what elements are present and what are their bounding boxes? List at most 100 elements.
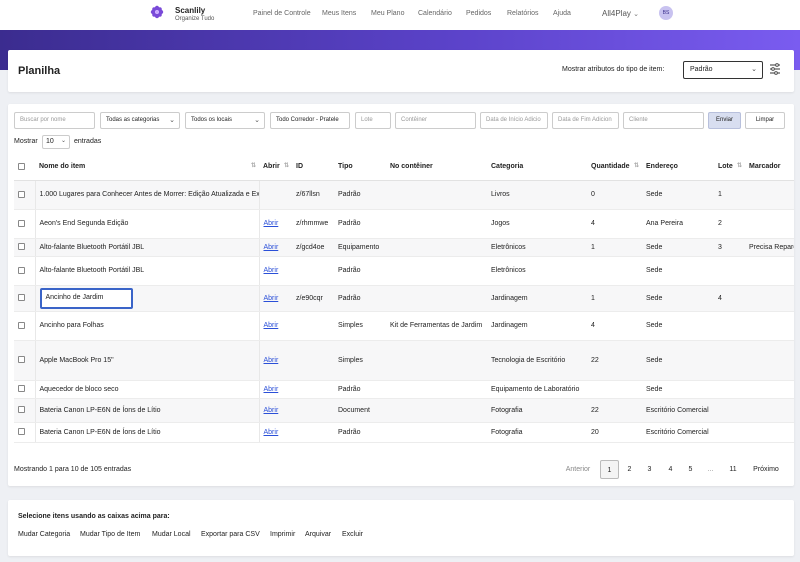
item-name-cell[interactable]: Alto-falante Bluetooth Portátil JBL [34, 238, 259, 257]
category-cell: Eletrônicos [487, 256, 587, 286]
open-item-link[interactable]: Abrir [263, 356, 279, 364]
brand-name[interactable]: Scanlily [175, 6, 206, 15]
open-item-link[interactable]: Abrir [263, 385, 279, 393]
row-checkbox[interactable] [18, 406, 25, 414]
location-select[interactable]: Todos os locais ⌄ [185, 112, 265, 129]
open-item-link[interactable]: Abrir [263, 322, 279, 329]
filter-settings-icon[interactable] [768, 61, 782, 77]
export-csv-action[interactable]: Exportar para CSV [201, 531, 260, 538]
item-name-cell[interactable]: Ancinho para Folhas [34, 311, 259, 341]
category-select[interactable]: Todas as categorias ⌄ [100, 112, 180, 129]
table-row: Ancinho para Folhas Abrir Simples Kit de Fe… [14, 311, 794, 341]
nav-dashboard[interactable]: Painel de Controle [253, 10, 311, 17]
clear-button[interactable]: Limpar [745, 112, 785, 129]
send-button[interactable]: Enviar [708, 112, 741, 129]
nav-my-plan[interactable]: Meu Plano [371, 10, 405, 17]
spreadsheet-card: Buscar por nome Todas as categorias ⌄ To… [8, 104, 794, 486]
row-checkbox[interactable] [18, 385, 25, 393]
col-header-id[interactable]: ID [292, 154, 334, 181]
row-checkbox[interactable] [18, 356, 25, 364]
lot-input[interactable]: Lote [355, 112, 391, 129]
change-location-action[interactable]: Mudar Local [152, 531, 191, 538]
container-input[interactable]: Contêiner [395, 112, 476, 129]
container-cell [386, 238, 487, 257]
col-header-lot[interactable]: Lote ⇅ [714, 154, 745, 181]
type-cell: Simples [334, 340, 386, 381]
container-cell [386, 398, 487, 423]
flower-logo-icon[interactable] [150, 5, 164, 19]
archive-action[interactable]: Arquivar [305, 531, 332, 538]
select-all-checkbox[interactable] [18, 163, 25, 171]
nav-calendar[interactable]: Calendário [418, 10, 452, 17]
nav-my-items[interactable]: Meus Itens [322, 10, 357, 17]
pagination-previous[interactable]: Anterior [565, 466, 591, 473]
lot-cell [714, 340, 745, 381]
col-header-address[interactable]: Endereço [642, 154, 714, 181]
col-header-quantity[interactable]: Quantidade ⇅ [587, 154, 642, 181]
start-date-input[interactable]: Data de Início Adicio [480, 112, 548, 129]
delete-action[interactable]: Excluir [342, 531, 364, 538]
corridor-select[interactable]: Todo Corredor - Pratele [270, 112, 350, 129]
item-name-cell[interactable]: Apple MacBook Pro 15" [34, 340, 259, 381]
open-item-link[interactable]: Abrir [263, 220, 279, 227]
pagination-page-3[interactable]: 3 [647, 466, 652, 473]
spreadsheet-header-card: Planilha Mostrar atributos do tipo de it… [8, 50, 794, 92]
row-checkbox[interactable] [18, 321, 25, 329]
item-name-edit-field[interactable]: Ancinho de Jardim [39, 287, 133, 309]
client-input[interactable]: Cliente [623, 112, 704, 129]
open-item-link[interactable]: Abrir [263, 243, 279, 251]
row-checkbox[interactable] [18, 266, 25, 274]
end-date-input[interactable]: Data de Fim Adicion [552, 112, 619, 129]
select-all-cell [14, 154, 35, 181]
col-header-marker[interactable]: Marcador [745, 154, 794, 181]
account-menu[interactable]: All4Play ⌄ [602, 9, 639, 18]
item-type-value: Padrão [690, 66, 713, 73]
item-name-cell[interactable]: Bateria Canon LP-E6N de Íons de Lítio [34, 398, 259, 423]
quantity-cell: 4 [587, 209, 642, 239]
open-cell: Abrir [258, 380, 292, 399]
open-item-link[interactable]: Abrir [263, 428, 279, 436]
pagination-page-2[interactable]: 2 [627, 466, 632, 473]
print-action[interactable]: Imprimir [270, 531, 296, 538]
col-header-open[interactable]: Abrir ⇅ [259, 154, 292, 181]
row-checkbox[interactable] [18, 219, 25, 227]
open-item-link[interactable]: Abrir [263, 294, 279, 302]
row-checkbox[interactable] [18, 428, 25, 436]
id-cell: z/67llsn [292, 180, 334, 210]
corridor-value: Todo Corredor - Pratele [276, 117, 339, 123]
pagination-page-4[interactable]: 4 [668, 466, 673, 473]
col-header-name[interactable]: Nome do item ⇅ [35, 154, 259, 181]
chevron-down-icon: ⌄ [254, 117, 260, 124]
open-item-link[interactable]: Abrir [263, 406, 279, 414]
item-name-cell[interactable]: Bateria Canon LP-E6N de Íons de Lítio [34, 422, 259, 443]
pagination-page-1[interactable]: 1 [600, 460, 619, 479]
nav-help[interactable]: Ajuda [553, 10, 571, 17]
col-header-container[interactable]: No contêiner [386, 154, 487, 181]
row-checkbox[interactable] [18, 190, 25, 198]
item-name-cell[interactable]: Aquecedor de bloco seco [34, 380, 259, 399]
pagination-next[interactable]: Próximo [753, 466, 779, 473]
row-checkbox[interactable] [18, 243, 25, 251]
search-input[interactable]: Buscar por nome [14, 112, 95, 129]
change-category-action[interactable]: Mudar Categoria [18, 531, 71, 538]
item-type-select[interactable]: Padrão ⌄ [683, 61, 763, 79]
change-item-type-action[interactable]: Mudar Tipo de Item [80, 531, 141, 538]
nav-orders[interactable]: Pedidos [466, 10, 492, 17]
item-name-cell[interactable]: Aeon's End Segunda Edição [34, 209, 259, 239]
open-item-link[interactable]: Abrir [263, 267, 279, 274]
pagination-page-5[interactable]: 5 [688, 466, 693, 473]
nav-reports[interactable]: Relatórios [507, 10, 539, 17]
col-header-category[interactable]: Categoria [487, 154, 587, 181]
page-length-select[interactable]: 10 ⌄ [42, 135, 70, 149]
table-row: Alto-falante Bluetooth Portátil JBL Abrir… [14, 238, 794, 257]
item-name-cell[interactable]: Alto-falante Bluetooth Portátil JBL [34, 256, 259, 286]
row-checkbox[interactable] [18, 294, 25, 302]
pagination-page-11[interactable]: 11 [729, 466, 737, 473]
avatar[interactable]: BS [659, 6, 673, 20]
chevron-down-icon: ⌄ [633, 11, 640, 18]
lot-cell [714, 422, 745, 443]
col-header-type[interactable]: Tipo [334, 154, 386, 181]
item-name-cell[interactable]: 1.000 Lugares para Conhecer Antes de Mor… [34, 180, 259, 210]
start-date-placeholder: Data de Início Adicio [486, 117, 541, 123]
id-cell: z/gcd4oe [292, 238, 334, 257]
